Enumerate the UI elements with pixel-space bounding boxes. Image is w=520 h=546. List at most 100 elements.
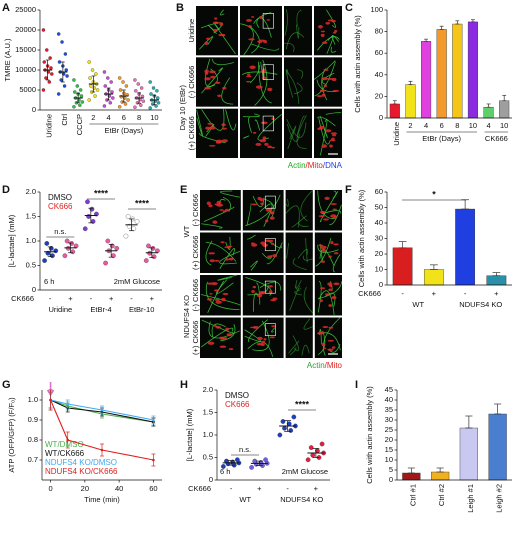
data-point (49, 66, 53, 70)
y-tick-label: 0.7 (28, 455, 38, 464)
data-point (111, 96, 115, 100)
actin-fiber (201, 223, 223, 229)
actin-fiber (286, 242, 290, 259)
actin-fiber (302, 255, 313, 261)
mitochondrion (267, 87, 273, 92)
series-marker (100, 448, 104, 452)
mitochondrion (228, 348, 234, 351)
y-tick-label: 15000 (15, 45, 36, 54)
data-point (154, 104, 158, 108)
annotation: n.s. (239, 445, 251, 454)
mitochondrion (204, 69, 209, 74)
actin-fiber (293, 82, 303, 95)
actin-fiber (326, 35, 334, 54)
mitochondrion (267, 239, 274, 243)
data-point (308, 445, 314, 450)
mitochondrion (207, 122, 214, 125)
data-point (89, 84, 93, 88)
actin-fiber (331, 35, 340, 45)
data-point (45, 48, 49, 52)
data-point (41, 28, 46, 32)
data-point (86, 214, 91, 219)
mitochondrion (221, 139, 228, 143)
y-tick-label: 5000 (19, 85, 36, 94)
image-legend: /Mito (325, 361, 343, 370)
actin-fiber (243, 135, 250, 139)
data-point (95, 88, 100, 92)
actin-fiber (225, 236, 231, 250)
series-marker (66, 402, 70, 406)
actin-fiber (305, 238, 308, 263)
actin-fiber (252, 195, 265, 208)
data-point (85, 199, 90, 205)
data-point (319, 441, 325, 447)
mitochondrion (246, 75, 252, 78)
x-tick-label: 20 (81, 484, 89, 493)
mitochondrion (322, 218, 329, 221)
data-point (124, 84, 129, 88)
data-point (60, 40, 64, 44)
data-point (89, 206, 95, 212)
bar (436, 29, 447, 119)
y-axis-label: ATP (OFP/GFP) (F/F₀) (7, 397, 16, 473)
group-label: EtBr (Days) (104, 126, 143, 135)
data-point (139, 103, 143, 107)
data-point (75, 84, 80, 88)
y-tick-label: 1.0 (203, 430, 213, 439)
mitochondrion (333, 282, 340, 286)
group-label: EtBr-4 (90, 305, 111, 314)
x-axis-label: Time (min) (84, 495, 120, 504)
actin-fiber (296, 9, 302, 27)
row-label: (+) CK666 (191, 236, 200, 270)
mitochondrion (334, 252, 339, 255)
actin-fiber (220, 324, 236, 342)
data-point (288, 428, 294, 433)
y-tick-label: 45 (385, 385, 393, 394)
y-axis-label: [L-lactate] (mM) (7, 214, 16, 267)
data-point (123, 102, 128, 106)
mitochondrion (260, 69, 267, 73)
mitochondrion (212, 324, 217, 327)
y-axis-label: Cells with actin assembly (%) (357, 189, 366, 287)
actin-fiber (298, 222, 309, 227)
x-tick-label: - (401, 289, 404, 298)
mitochondrion (210, 75, 216, 79)
data-point (42, 60, 47, 64)
zoom-box (264, 238, 276, 252)
data-point (42, 258, 47, 263)
mitochondrion (221, 297, 226, 302)
y-tick-label: 0 (32, 285, 36, 294)
x-tick-label: - (130, 294, 133, 303)
mitochondrion (267, 255, 273, 259)
mitochondrion (214, 289, 220, 292)
y-tick-label: 25 (385, 425, 393, 434)
series-marker (49, 398, 52, 402)
data-point (126, 98, 130, 102)
image-legend: /DNA (323, 161, 343, 170)
data-point (65, 74, 69, 78)
mitochondrion (221, 336, 228, 340)
actin-fiber (294, 289, 302, 296)
mitochondrion (208, 252, 216, 255)
actin-fiber (246, 234, 256, 240)
mitochondrion (269, 336, 276, 339)
y-tick-label: 0 (209, 475, 213, 484)
y-axis-label: Cells with actin assembly (%) (365, 386, 374, 484)
data-point (82, 226, 88, 232)
mitochondrion (219, 345, 227, 348)
y-tick-label: 2.0 (26, 187, 36, 196)
actin-fiber (199, 36, 214, 50)
mitochondrion (252, 285, 257, 289)
panel-letter: B (176, 2, 184, 14)
image-legend: Actin (288, 161, 306, 170)
mitochondrion (266, 19, 271, 21)
x-tick-label: 6 (440, 121, 444, 130)
row-label: NDUFS4 KO (182, 295, 191, 338)
actin-fiber (291, 215, 307, 228)
data-point (73, 90, 77, 94)
data-point (149, 92, 153, 96)
x-tick-label: Uridine (45, 114, 54, 138)
mitochondrion (226, 333, 233, 337)
mitochondrion (328, 304, 333, 307)
actin-fiber (207, 280, 225, 313)
